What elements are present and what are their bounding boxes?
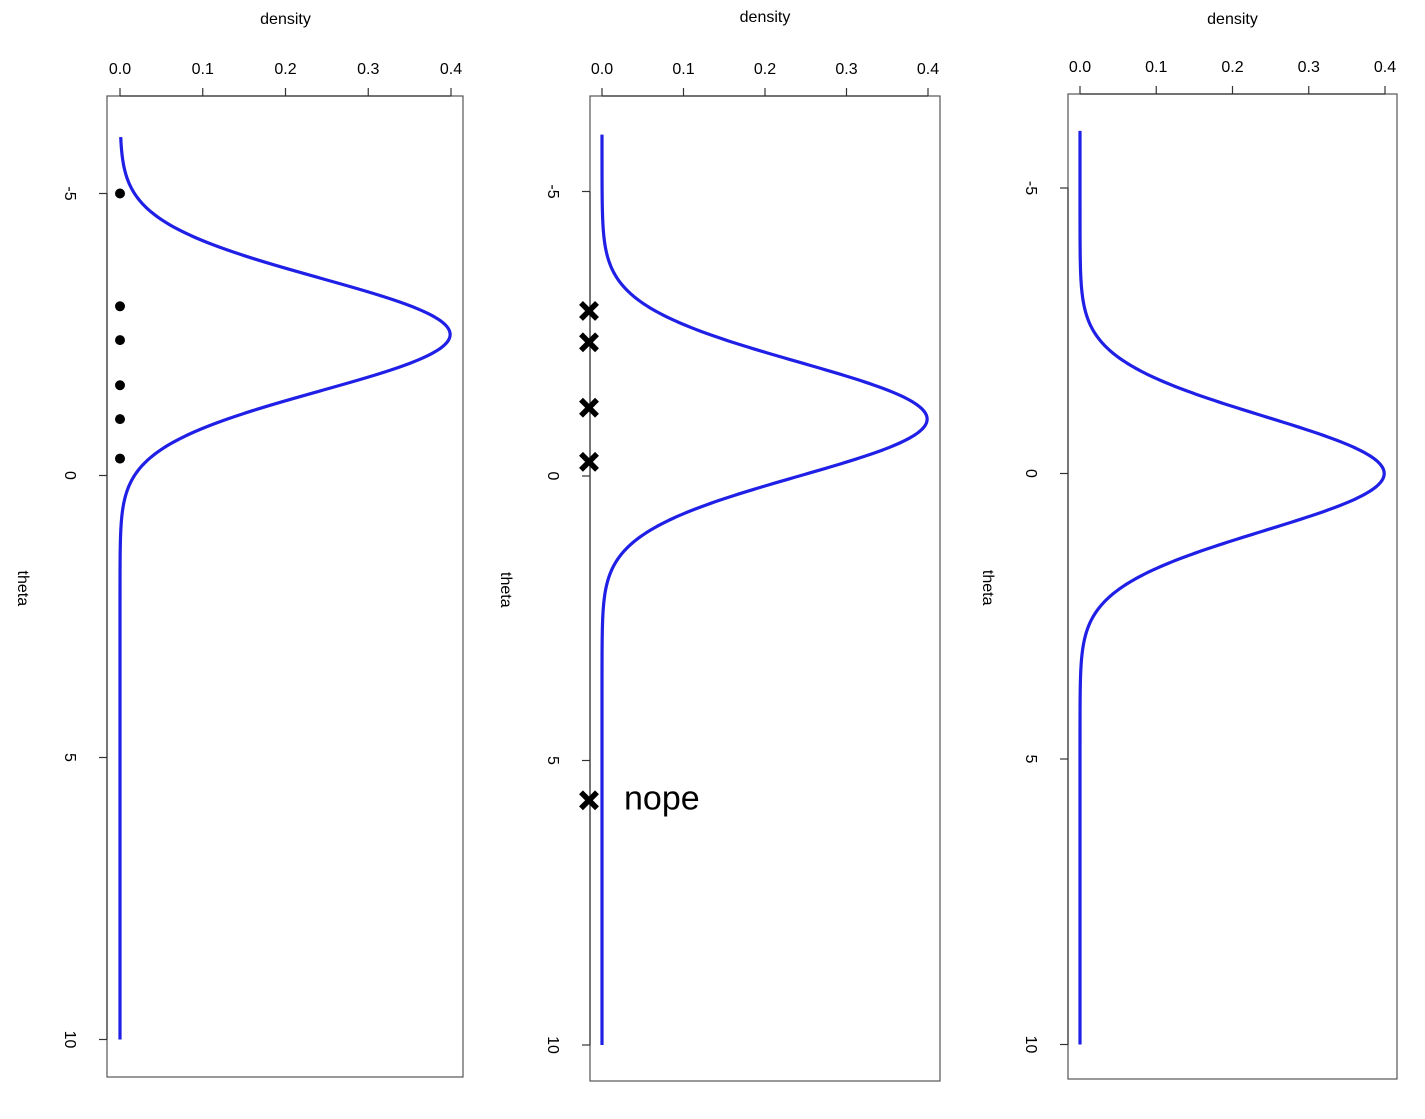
density-axis-title: density (260, 11, 311, 28)
annotation-label: nope (624, 779, 700, 817)
theta-tick-label: 5 (61, 753, 78, 762)
density-tick-label: 0.1 (1145, 59, 1167, 76)
density-tick-label: 0.4 (1374, 59, 1396, 76)
theta-axis-title: theta (979, 570, 996, 606)
theta-tick-label: 5 (1022, 755, 1039, 764)
density-tick-label: 0.1 (192, 61, 214, 78)
data-point-dot (115, 453, 125, 464)
theta-tick-label: 10 (544, 1036, 561, 1054)
data-point-dot (115, 188, 125, 199)
density-tick-label: 0.4 (440, 61, 462, 78)
density-curve (118, 137, 452, 1040)
density-tick-label: 0.3 (835, 61, 857, 78)
data-point-cross (579, 790, 599, 811)
density-tick-label: 0.3 (357, 61, 379, 78)
data-point-dot (115, 380, 125, 391)
density-tick-label: 0.3 (1298, 59, 1320, 76)
theta-tick-label: 0 (544, 472, 561, 481)
data-point-cross (579, 397, 599, 418)
density-curve (600, 134, 929, 1045)
theta-axis-title: theta (14, 571, 31, 607)
density-axis-title: density (1207, 11, 1258, 28)
data-point-dot (115, 301, 125, 312)
density-axis-title: density (740, 9, 791, 26)
data-point-dot (115, 335, 125, 346)
theta-axis-title: theta (497, 572, 514, 608)
theta-tick-label: 0 (1022, 469, 1039, 478)
theta-tick-label: -5 (1022, 181, 1039, 195)
theta-tick-label: -5 (544, 184, 561, 198)
plot-frame (106, 95, 464, 1078)
density-tick-label: 0.0 (591, 61, 613, 78)
density-tick-label: 0.2 (274, 61, 296, 78)
density-tick-label: 0.2 (754, 61, 776, 78)
chart-panel-3: 0.0 0.1 0.2 0.3 0.4 density -5 0 5 10 theta (979, 11, 1398, 1080)
data-point-cross (579, 451, 599, 472)
theta-tick-label: -5 (61, 186, 78, 200)
density-tick-label: 0.1 (672, 61, 694, 78)
density-tick-label: 0.2 (1221, 59, 1243, 76)
theta-tick-label: 0 (61, 471, 78, 480)
density-tick-label: 0.0 (1069, 59, 1091, 76)
density-tick-label: 0.4 (917, 61, 939, 78)
theta-tick-label: 10 (1022, 1036, 1039, 1054)
chart-panel-1: 0.0 0.1 0.2 0.3 0.4 density -5 0 5 10 theta (14, 11, 464, 1078)
theta-tick-label: 10 (61, 1031, 78, 1049)
data-point-dot (115, 414, 125, 425)
plot-frame (589, 95, 941, 1082)
chart-panel-2: 0.0 0.1 0.2 0.3 0.4 density -5 0 5 10 theta nope (497, 9, 941, 1082)
density-tick-label: 0.0 (109, 61, 131, 78)
data-point-cross (579, 301, 599, 321)
plot-frame (1067, 93, 1398, 1080)
density-curve (1078, 130, 1386, 1045)
theta-tick-label: 5 (544, 756, 561, 765)
data-point-cross (579, 332, 599, 353)
